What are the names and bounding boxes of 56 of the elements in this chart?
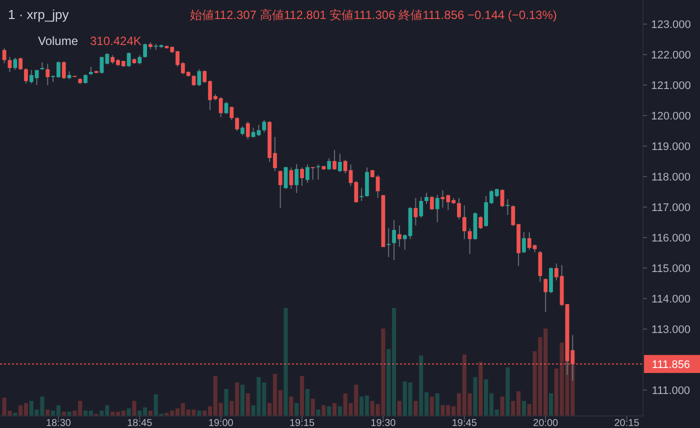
bar: [522, 400, 526, 416]
bar: [506, 367, 510, 416]
x-tick-label: 19:00: [208, 418, 234, 428]
annotation: 310.424K: [90, 34, 142, 48]
bar: [132, 400, 136, 416]
bar: [224, 389, 228, 416]
y-tick-label: 115.000: [652, 263, 690, 276]
y-tick-label: 118.000: [652, 172, 690, 184]
x-tick-label: 18:45: [127, 418, 153, 428]
y-tick-label: 116.000: [652, 232, 690, 245]
x-tick-label: 18:30: [46, 418, 72, 428]
bar: [322, 405, 326, 416]
y-tick-label: 117.000: [652, 202, 690, 214]
y-tick-label: 113.000: [652, 324, 690, 336]
bar: [397, 400, 402, 416]
y-tick-label: 120.000: [651, 110, 691, 123]
bar: [473, 377, 478, 416]
y-tick-label: 114.000: [652, 294, 690, 306]
ref-line-label: 111.856: [652, 358, 690, 371]
bar: [126, 408, 131, 416]
bar: [246, 393, 250, 416]
x-tick-label: 19:30: [370, 418, 396, 428]
bar: [289, 396, 294, 416]
x-tick-label: 20:00: [533, 418, 559, 428]
bar: [332, 403, 337, 416]
bar: [46, 410, 50, 416]
bar: [327, 406, 332, 416]
bar: [300, 376, 304, 416]
bar: [435, 393, 440, 416]
bar: [62, 412, 66, 416]
bar: [414, 400, 418, 416]
y-tick-label: 123.000: [651, 19, 691, 32]
y-tick-label: 122.000: [651, 50, 691, 62]
bar: [310, 398, 315, 416]
text: 1 · xrp_jpy: [8, 7, 70, 22]
bar: [478, 362, 483, 416]
y-tick-label: 121.000: [651, 80, 691, 92]
bar: [67, 412, 72, 416]
bar: [240, 384, 244, 416]
chart-title: Volume: [38, 34, 78, 48]
bar: [338, 406, 342, 416]
x-tick-label: 19:15: [290, 418, 315, 428]
bar: [500, 396, 504, 416]
bar: [284, 308, 288, 416]
x-tick-label: 19:45: [452, 418, 478, 428]
bar: [430, 396, 434, 416]
bar: [316, 410, 320, 416]
bar: [148, 410, 152, 416]
x-tick-label: 20:15: [614, 418, 640, 428]
y-tick-label: 111.000: [652, 385, 690, 398]
bar: [305, 389, 310, 416]
bar: [197, 410, 202, 416]
text: 始値112.307 高値112.801 安値111.306 終値111.856 −0.144 (−0.13%): [190, 8, 557, 22]
bar: [294, 403, 299, 416]
y-tick-label: 119.000: [652, 141, 690, 154]
bar: [548, 393, 554, 416]
